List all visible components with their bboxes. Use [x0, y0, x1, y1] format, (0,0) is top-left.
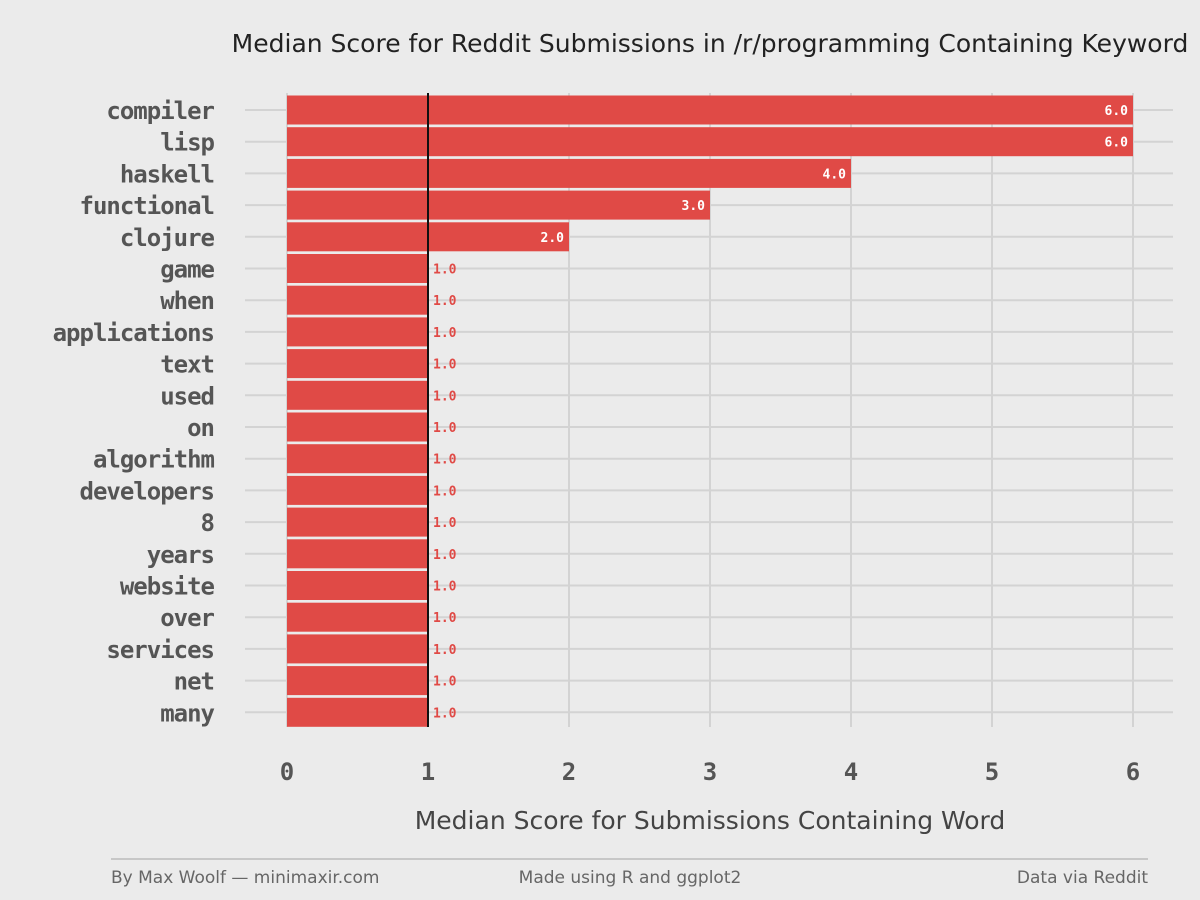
bar-lisp: [287, 127, 1133, 157]
data-label: 1.0: [433, 294, 457, 309]
chart-title: Median Score for Reddit Submissions in /…: [232, 29, 1189, 58]
category-label: when: [160, 287, 214, 315]
category-labels: compiler lisp haskell functional clojure game…: [53, 97, 216, 727]
data-label: 2.0: [541, 231, 565, 246]
x-tick-label: 2: [562, 758, 576, 786]
category-label: net: [174, 668, 214, 696]
category-label: applications: [53, 319, 214, 347]
category-label: compiler: [106, 97, 214, 125]
bar-website: [287, 571, 428, 600]
bar-services: [287, 634, 428, 664]
bar-used: [287, 380, 428, 410]
data-label: 1.0: [433, 484, 457, 499]
bar-text: [287, 349, 428, 379]
category-label: clojure: [120, 224, 215, 252]
x-tick-labels: 0 1 2 3 4 5 6: [280, 758, 1140, 786]
grid-lines: [245, 93, 1173, 727]
bar-years: [287, 539, 428, 569]
data-label: 1.0: [433, 643, 457, 658]
bar-8: [287, 507, 428, 537]
bar-compiler: [287, 95, 1133, 125]
footer-source: Data via Reddit: [1017, 868, 1148, 888]
x-tick-label: 5: [985, 758, 999, 786]
category-label: functional: [80, 192, 215, 220]
data-label: 1.0: [433, 326, 457, 341]
x-tick-label: 4: [844, 758, 858, 786]
bar-net: [287, 666, 428, 696]
data-label: 6.0: [1105, 136, 1129, 151]
x-tick-label: 0: [280, 758, 294, 786]
bar-algorithm: [287, 444, 428, 474]
bar-applications: [287, 317, 428, 347]
category-label: haskell: [120, 160, 214, 188]
data-label: 1.0: [433, 548, 457, 563]
bar-functional: [287, 190, 710, 220]
footer-author: By Max Woolf — minimaxir.com: [111, 868, 380, 888]
data-label: 1.0: [433, 453, 457, 468]
category-label: game: [160, 256, 214, 284]
data-label: 6.0: [1105, 104, 1129, 119]
bar-game: [287, 254, 428, 283]
bar-many: [287, 697, 428, 727]
category-label: over: [160, 604, 214, 632]
category-label: used: [160, 382, 214, 410]
data-label: 1.0: [433, 611, 457, 626]
data-label: 1.0: [433, 389, 457, 404]
data-label: 1.0: [433, 263, 457, 278]
data-label: 1.0: [433, 706, 457, 721]
bar-over: [287, 602, 428, 632]
x-tick-label: 1: [421, 758, 435, 786]
x-tick-label: 3: [703, 758, 717, 786]
data-label: 1.0: [433, 421, 457, 436]
data-labels: 6.0 6.0 4.0 3.0 2.0 1.0 1.0 1.0 1.0 1.0 1.0 1.0 1.0 1…: [433, 104, 1128, 721]
x-axis-label: Median Score for Submissions Containing …: [415, 806, 1006, 835]
bar-haskell: [287, 158, 851, 188]
data-label: 4.0: [823, 167, 847, 182]
category-label: text: [160, 351, 214, 379]
data-label: 3.0: [682, 199, 706, 214]
data-label: 1.0: [433, 580, 457, 595]
data-label: 1.0: [433, 516, 457, 531]
category-label: many: [160, 699, 214, 727]
bar-developers: [287, 475, 428, 505]
footer-tool: Made using R and ggplot2: [519, 868, 742, 888]
data-label: 1.0: [433, 358, 457, 373]
bar-when: [287, 285, 428, 315]
category-label: services: [106, 636, 214, 664]
data-label: 1.0: [433, 675, 457, 690]
category-label: developers: [80, 477, 215, 505]
category-label: 8: [201, 509, 214, 537]
x-tick-label: 6: [1126, 758, 1140, 786]
bar-on: [287, 412, 428, 442]
category-label: website: [120, 573, 215, 601]
category-label: algorithm: [93, 446, 215, 474]
category-label: lisp: [160, 129, 214, 157]
category-label: on: [187, 414, 214, 442]
category-label: years: [147, 541, 214, 569]
